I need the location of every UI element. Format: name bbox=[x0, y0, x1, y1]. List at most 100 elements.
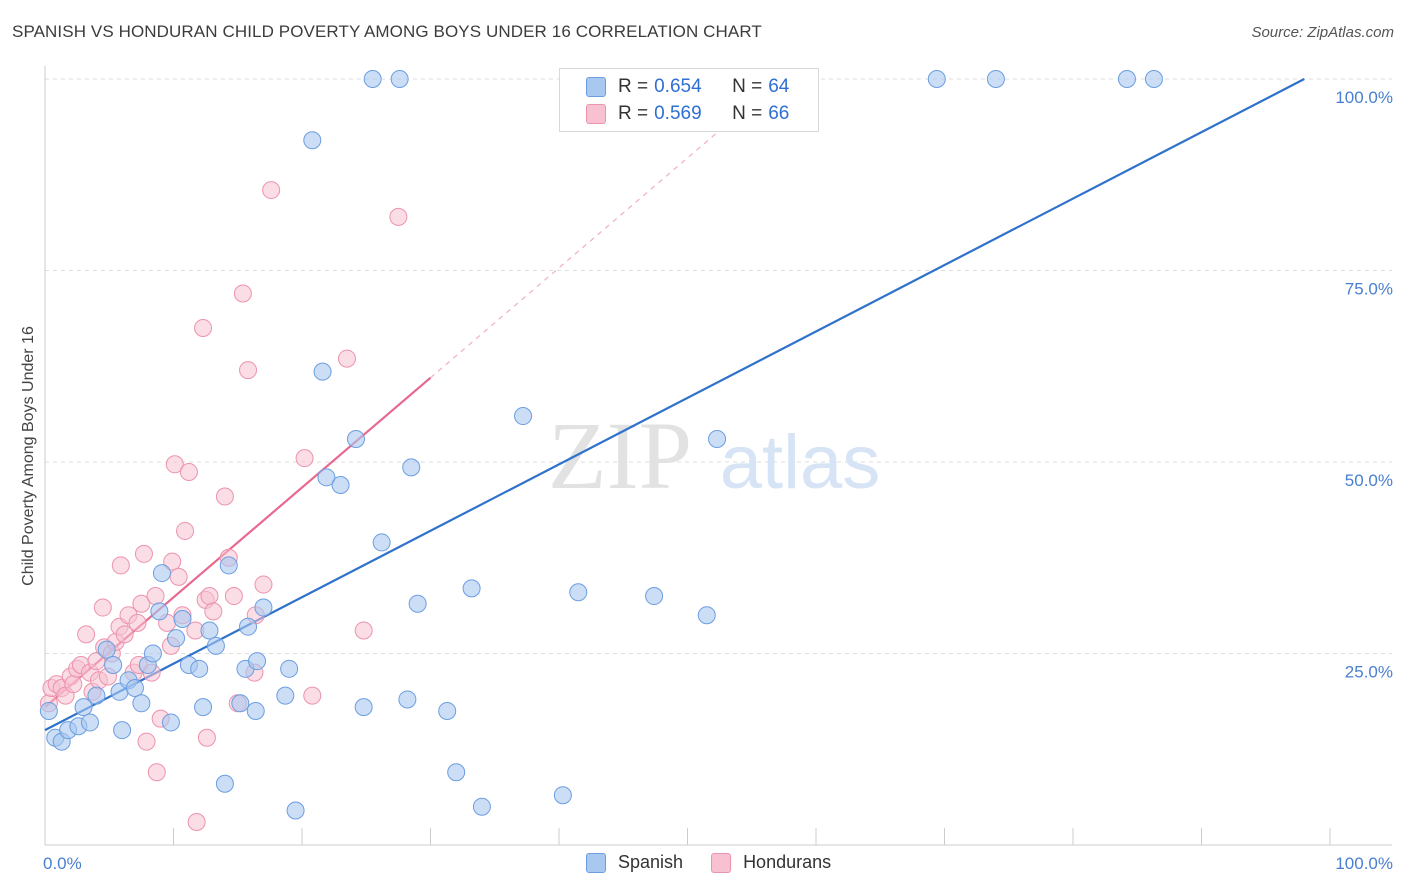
hondurans-point bbox=[187, 813, 206, 832]
watermark-zip: ZIP bbox=[548, 402, 692, 509]
hondurans-point bbox=[200, 587, 219, 606]
hondurans-point bbox=[262, 181, 281, 200]
spanish-point bbox=[74, 698, 93, 717]
hondurans-point bbox=[134, 544, 153, 563]
spanish-point bbox=[173, 610, 192, 629]
hondurans-point bbox=[197, 728, 216, 747]
spanish-point bbox=[248, 652, 267, 671]
hondurans-swatch-icon bbox=[586, 104, 606, 124]
axes bbox=[44, 66, 1392, 846]
hondurans-point bbox=[295, 449, 314, 468]
spanish-point bbox=[514, 407, 533, 426]
hondurans-point bbox=[77, 625, 96, 644]
legend-item-spanish[interactable]: Spanish bbox=[586, 852, 683, 873]
spanish-point bbox=[354, 698, 373, 717]
hondurans-point bbox=[93, 598, 112, 617]
spanish-point bbox=[1144, 70, 1163, 88]
hondurans-point bbox=[204, 602, 223, 621]
hondurans-point bbox=[389, 207, 408, 226]
spanish-point bbox=[708, 430, 727, 449]
watermark-atlas: atlas bbox=[720, 420, 881, 505]
hondurans-point bbox=[64, 675, 83, 694]
spanish-point bbox=[80, 713, 99, 732]
spanish-point bbox=[402, 458, 421, 477]
hondurans-point bbox=[224, 587, 243, 606]
spanish-point bbox=[645, 587, 664, 606]
spanish-point bbox=[219, 556, 238, 575]
r-value: 0.569 bbox=[654, 103, 702, 124]
spanish-point bbox=[363, 70, 382, 88]
spanish-point bbox=[194, 698, 213, 717]
tick-labels: 25.0% 50.0% 75.0% 100.0% 0.0% 100.0% bbox=[43, 88, 1393, 873]
y-tick-label: 100.0% bbox=[1335, 88, 1393, 107]
spanish-point bbox=[215, 774, 234, 793]
spanish-point bbox=[390, 70, 409, 88]
x-tick-label: 0.0% bbox=[43, 854, 82, 873]
spanish-point bbox=[231, 694, 250, 713]
spanish-point bbox=[408, 594, 427, 613]
spanish-point bbox=[239, 617, 258, 636]
spanish-point bbox=[303, 131, 322, 150]
spanish-point bbox=[132, 694, 151, 713]
spanish-point bbox=[87, 686, 106, 705]
r-label: R = bbox=[618, 103, 649, 124]
r-value: 0.654 bbox=[654, 76, 702, 97]
hondurans-point bbox=[137, 732, 156, 751]
spanish-point bbox=[200, 621, 219, 640]
hondurans-trend-extension bbox=[430, 124, 727, 379]
hondurans-point bbox=[239, 361, 258, 380]
hondurans-point bbox=[176, 521, 195, 540]
spanish-point bbox=[472, 797, 491, 816]
spanish-point bbox=[161, 713, 180, 732]
spanish-point bbox=[398, 690, 417, 709]
legend-row-hondurans: R = 0.569 N = 66 bbox=[586, 102, 789, 126]
spanish-point bbox=[331, 475, 350, 494]
legend-label-spanish: Spanish bbox=[618, 852, 684, 872]
spanish-point bbox=[104, 655, 123, 674]
spanish-point bbox=[697, 606, 716, 625]
n-label: N = bbox=[732, 103, 763, 124]
hondurans-point bbox=[254, 575, 273, 594]
spanish-point bbox=[317, 468, 336, 487]
spanish-point bbox=[553, 786, 572, 805]
spanish-point bbox=[372, 533, 391, 552]
y-tick-label: 75.0% bbox=[1345, 280, 1393, 299]
hondurans-point bbox=[303, 686, 322, 705]
hondurans-point bbox=[169, 567, 188, 586]
spanish-trend-line bbox=[44, 78, 1305, 732]
spanish-point bbox=[286, 801, 305, 820]
spanish-point bbox=[313, 362, 332, 381]
watermark: ZIP atlas bbox=[548, 402, 880, 509]
spanish-point bbox=[569, 583, 588, 602]
hondurans-point bbox=[165, 455, 184, 474]
spanish-point bbox=[447, 763, 466, 782]
r-label: R = bbox=[618, 76, 649, 97]
hondurans-point bbox=[233, 284, 252, 303]
hondurans-point bbox=[194, 318, 213, 337]
hondurans-point bbox=[111, 556, 130, 575]
hondurans-point bbox=[87, 652, 106, 671]
hondurans-point bbox=[128, 613, 147, 632]
spanish-point bbox=[113, 721, 132, 740]
hondurans-point bbox=[354, 621, 373, 640]
hondurans-point bbox=[132, 594, 151, 613]
legend-item-hondurans[interactable]: Hondurans bbox=[711, 852, 831, 873]
spanish-point bbox=[346, 430, 365, 449]
spanish-point bbox=[276, 686, 295, 705]
spanish-point bbox=[143, 644, 162, 663]
x-tick-label: 100.0% bbox=[1335, 854, 1393, 873]
spanish-point bbox=[927, 70, 946, 88]
n-value: 66 bbox=[768, 103, 790, 124]
spanish-point bbox=[206, 636, 225, 655]
spanish-swatch-icon bbox=[586, 77, 606, 97]
hondurans-point bbox=[147, 763, 166, 782]
hondurans-point bbox=[337, 349, 356, 368]
source-credit: Source: ZipAtlas.com bbox=[1251, 24, 1394, 41]
hondurans-point bbox=[215, 487, 234, 506]
spanish-point bbox=[152, 564, 171, 583]
spanish-point bbox=[462, 579, 481, 598]
n-value: 64 bbox=[768, 76, 790, 97]
data-points bbox=[39, 70, 1163, 832]
spanish-point bbox=[39, 701, 58, 720]
